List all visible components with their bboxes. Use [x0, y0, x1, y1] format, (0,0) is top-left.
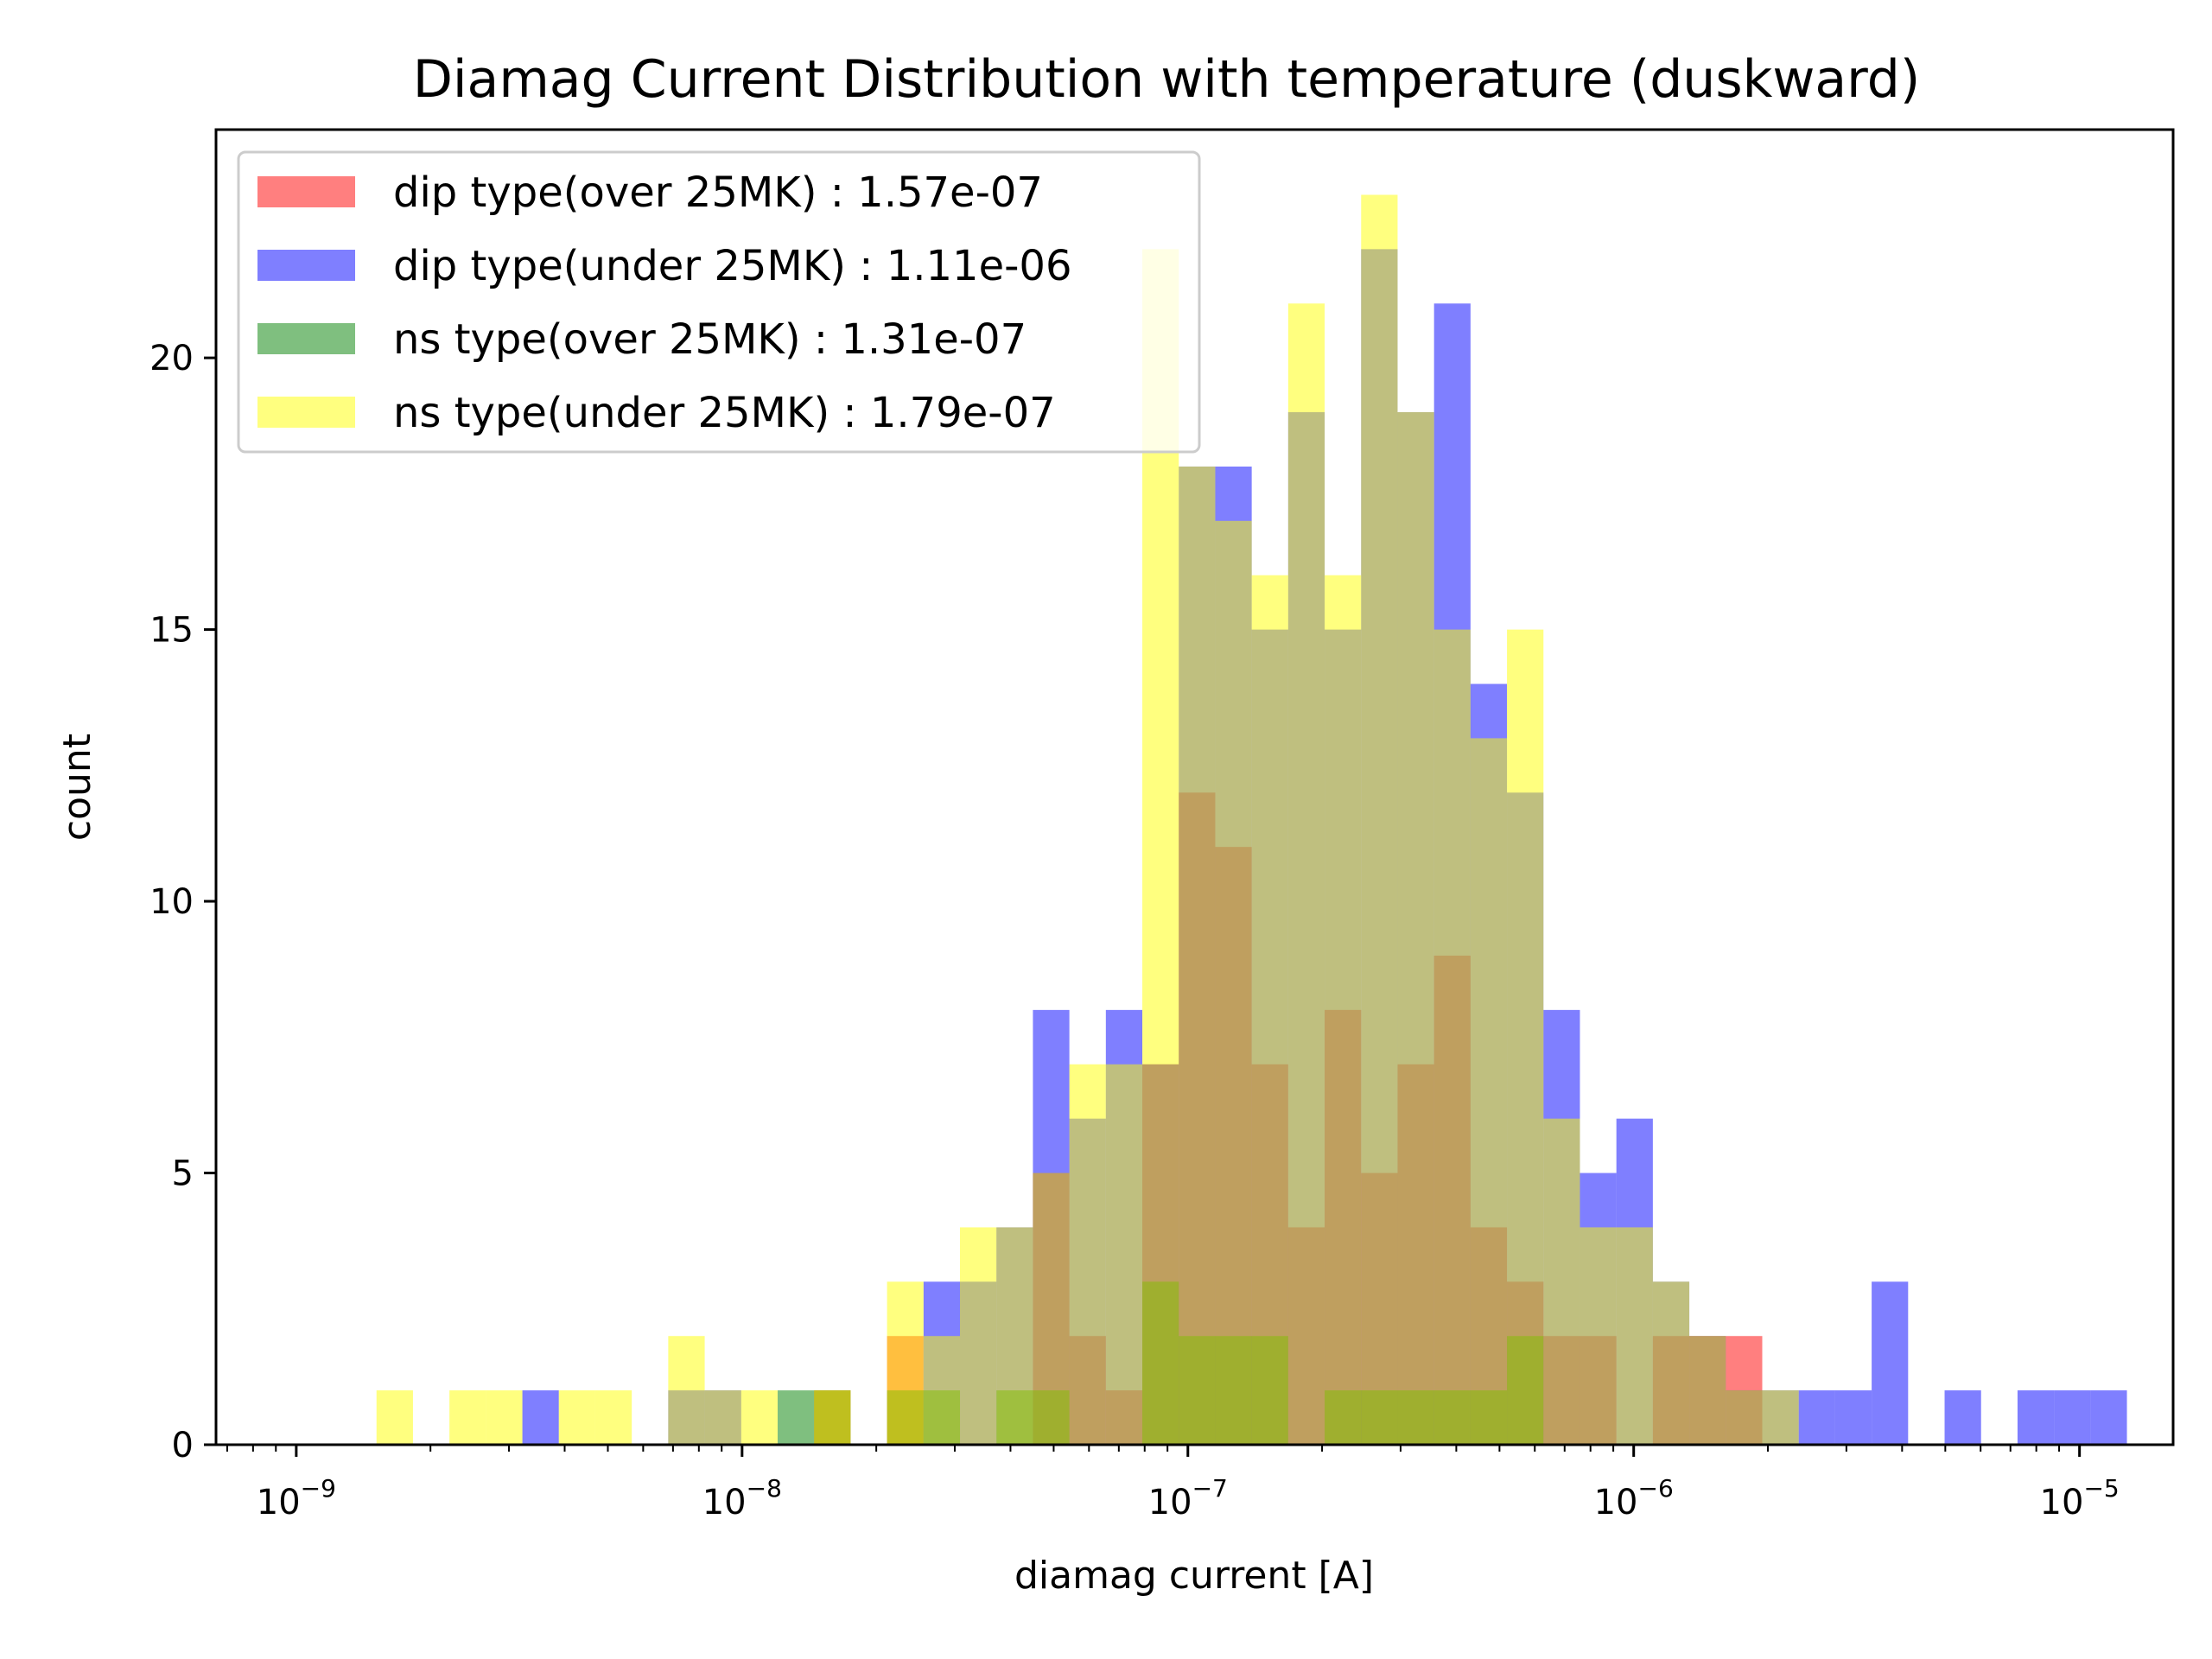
- x-tick-label: 10−9: [257, 1474, 336, 1522]
- x-axis-label: diamag current [A]: [1014, 1554, 1374, 1598]
- histogram-bar: [449, 1390, 486, 1445]
- histogram-bar: [2054, 1390, 2091, 1445]
- histogram-bar: [1616, 1227, 1653, 1445]
- histogram-bar: [1433, 629, 1471, 1445]
- histogram-bar: [1361, 194, 1398, 1446]
- y-tick-label: 0: [172, 1426, 194, 1465]
- histogram-bar: [1762, 1390, 1799, 1445]
- histogram-bar: [558, 1390, 595, 1445]
- legend-box: [237, 150, 1201, 454]
- histogram-bar: [1179, 466, 1216, 1446]
- legend-swatch: [257, 250, 355, 281]
- x-axis-ticks: 10−9 10−8 10−7 10−6 10−5: [226, 1445, 2120, 1522]
- histogram-bar: [1105, 1064, 1143, 1445]
- y-tick-label: 10: [149, 882, 194, 922]
- histogram-bar: [1470, 738, 1508, 1445]
- x-tick-label: 10−8: [702, 1474, 782, 1522]
- histogram-bar: [1872, 1281, 1909, 1445]
- y-tick-label: 20: [149, 339, 194, 378]
- histogram-bar: [1215, 520, 1252, 1445]
- legend-swatch: [257, 176, 355, 207]
- histogram-bar: [1543, 1118, 1580, 1445]
- histogram-bar: [1325, 575, 1362, 1445]
- histogram-bar: [1798, 1390, 1835, 1445]
- y-tick-label: 15: [149, 611, 194, 651]
- histogram-bar: [960, 1227, 997, 1445]
- histogram-bar: [1834, 1390, 1872, 1445]
- legend-label: ns type(under 25MK) : 1.79e-07: [393, 389, 1056, 437]
- chart-title: Diamag Current Distribution with tempera…: [413, 49, 1921, 110]
- x-tick-label: 10−5: [2040, 1474, 2120, 1522]
- histogram-bar: [486, 1390, 523, 1445]
- y-axis-ticks: 0 5 10 15 20: [149, 339, 216, 1465]
- histogram-bar: [777, 1390, 815, 1445]
- legend-label: dip type(over 25MK) : 1.57e-07: [393, 168, 1043, 217]
- y-tick-label: 5: [172, 1154, 194, 1194]
- histogram-bar: [1069, 1064, 1106, 1445]
- histogram-bar: [1944, 1390, 1981, 1445]
- histogram-bar: [996, 1227, 1033, 1445]
- histogram-bar: [923, 1336, 961, 1445]
- plot-bars: [376, 194, 2127, 1446]
- legend-swatch: [257, 397, 355, 428]
- histogram-bar: [1726, 1390, 1763, 1445]
- histogram-bar: [1397, 412, 1434, 1445]
- histogram-bar: [2090, 1390, 2127, 1445]
- legend-label: ns type(over 25MK) : 1.31e-07: [393, 315, 1027, 364]
- histogram-bar: [1507, 629, 1544, 1445]
- plot-frame: [214, 128, 2175, 1446]
- x-tick-label: 10−7: [1148, 1474, 1228, 1522]
- histogram-bar: [1251, 575, 1288, 1445]
- legend-swatch: [257, 323, 355, 354]
- histogram-bar: [1287, 303, 1325, 1445]
- histogram-bar: [594, 1390, 632, 1445]
- histogram-bar: [814, 1390, 851, 1445]
- legend: dip type(over 25MK) : 1.57e-07 dip type(u…: [237, 150, 1201, 454]
- histogram-bar: [741, 1390, 778, 1445]
- x-tick-label: 10−6: [1594, 1474, 1674, 1522]
- histogram-bar: [2017, 1390, 2055, 1445]
- histogram-bar: [376, 1390, 413, 1445]
- series-4: [376, 194, 1799, 1446]
- histogram-bar: [1033, 1173, 1070, 1445]
- y-axis-label: count: [55, 734, 99, 841]
- histogram-bar: [1689, 1336, 1726, 1445]
- histogram-bar: [1652, 1281, 1690, 1445]
- histogram-bar: [704, 1390, 741, 1445]
- histogram-bar: [887, 1281, 924, 1445]
- legend-label: dip type(under 25MK) : 1.11e-06: [393, 242, 1072, 290]
- histogram-bar: [522, 1390, 559, 1445]
- histogram-bar: [668, 1336, 705, 1445]
- histogram-bar: [1580, 1227, 1617, 1445]
